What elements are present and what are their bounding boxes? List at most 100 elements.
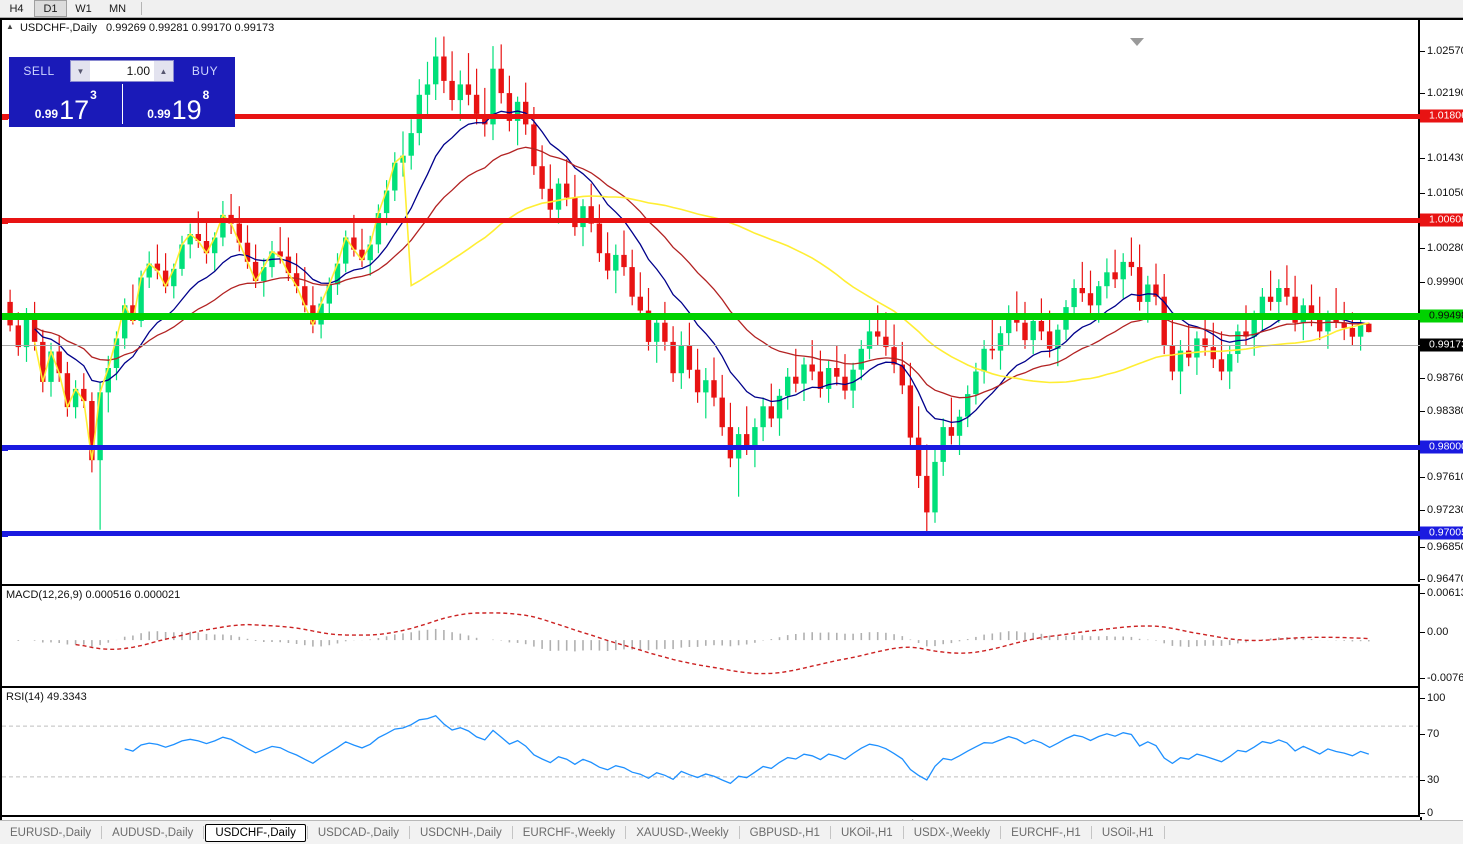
price-axis-label: 0.98760: [1427, 372, 1463, 384]
axis-tick: [1420, 734, 1425, 735]
axis-tick: [1420, 698, 1425, 699]
timeframe-d1[interactable]: D1: [34, 0, 67, 17]
axis-tick: [1420, 193, 1425, 194]
tab-divider: [1163, 826, 1165, 839]
chevron-down-icon[interactable]: ▼: [71, 61, 90, 81]
rsi-label: RSI(14) 49.3343: [6, 691, 90, 703]
chart-header: ▲ USDCHF-,Daily 0.99269 0.99281 0.99170 …: [6, 22, 274, 34]
level-anchor[interactable]: [2, 313, 8, 320]
triangle-up-icon[interactable]: ▲: [6, 22, 14, 31]
toolbar-divider: [141, 2, 142, 15]
tab-divider: [625, 826, 627, 839]
axis-tick: [1420, 477, 1425, 478]
tab-divider: [738, 826, 740, 839]
chart-symbol-label: USDCHF-,Daily: [19, 22, 97, 34]
axis-tick: [1420, 813, 1425, 814]
indicator-axis-label: 0.00613: [1427, 587, 1463, 599]
axis-tag-marker: [1420, 313, 1426, 319]
buy-price-main: 19: [171, 95, 202, 125]
volume-input[interactable]: 1.00: [126, 64, 150, 78]
support-0.99498[interactable]: [2, 313, 1420, 320]
level-anchor[interactable]: [2, 444, 8, 451]
axis-tick: [1420, 632, 1425, 633]
price-axis-label: 1.02190: [1427, 87, 1463, 99]
current-price-tag[interactable]: 0.99173: [1420, 338, 1463, 352]
axis-tick: [1420, 579, 1425, 580]
rsi-pane[interactable]: RSI(14) 49.3343: [2, 688, 1420, 817]
timeframe-mn[interactable]: MN: [108, 2, 127, 15]
chart-tab-usdx-weekly[interactable]: USDX-,Weekly: [913, 826, 991, 839]
chart-tab-usdcad-daily[interactable]: USDCAD-,Daily: [317, 826, 399, 839]
tab-divider: [1000, 826, 1002, 839]
level-anchor[interactable]: [2, 530, 8, 537]
support-0.97005[interactable]: [2, 530, 1420, 537]
sell-label[interactable]: SELL: [23, 64, 55, 78]
macd-pane[interactable]: MACD(12,26,9) 0.000516 0.000021: [2, 584, 1420, 688]
chart-tab-audusd-daily[interactable]: AUDUSD-,Daily: [112, 826, 194, 839]
price-axis-label: 1.00280: [1427, 242, 1463, 254]
level-tag-0.99498[interactable]: 0.99498: [1420, 309, 1463, 323]
tab-divider: [203, 826, 205, 839]
axis-tick: [1420, 510, 1425, 511]
macd-plot: [17, 612, 1370, 675]
price-axis-label: 0.99900: [1427, 276, 1463, 288]
level-tag-1.00606[interactable]: 1.00606: [1420, 213, 1463, 227]
chart-tab-eurusd-daily[interactable]: EURUSD-,Daily: [10, 826, 92, 839]
indicator-axis-label: 70: [1427, 728, 1440, 740]
buy-label[interactable]: BUY: [191, 64, 219, 78]
price-axis-label: 1.01050: [1427, 187, 1463, 199]
price-axis-label: 0.97610: [1427, 471, 1463, 483]
price-axis[interactable]: 1.02570 1.02190 1.01430 1.01050 1.00280 0.999…: [1420, 20, 1463, 824]
tab-divider: [408, 826, 410, 839]
support-0.98000[interactable]: [2, 444, 1420, 451]
triangle-down-icon[interactable]: [1130, 38, 1144, 46]
octp-price-row: 0.99 17 3 0.99 19 8: [10, 84, 234, 124]
sell-price-prefix: 0.99: [34, 107, 59, 121]
level-tag-0.97005[interactable]: 0.97005: [1420, 526, 1463, 540]
chart-tab-usdchf-daily[interactable]: USDCHF-,Daily: [205, 823, 306, 842]
tab-divider: [511, 826, 513, 839]
axis-tick: [1420, 248, 1425, 249]
level-tag-1.01806[interactable]: 1.01806: [1420, 109, 1463, 123]
indicator-axis-label: 0.00: [1427, 626, 1449, 638]
axis-tick: [1420, 282, 1425, 283]
axis-tag-marker: [1420, 217, 1426, 223]
timeframe-w1[interactable]: W1: [75, 2, 92, 15]
chart-tab-eurchf-weekly[interactable]: EURCHF-,Weekly: [522, 826, 616, 839]
rsi-plot: [2, 714, 1418, 785]
chart-tab-bar[interactable]: EURUSD-,Daily AUDUSD-,Daily USDCHF-,Daily U…: [0, 820, 1463, 844]
indicator-axis-label: -0.007612: [1427, 672, 1463, 684]
chart-tab-ukoil-h1[interactable]: UKOil-,H1: [840, 826, 893, 839]
axis-tick: [1420, 378, 1425, 379]
buy-price-prefix: 0.99: [147, 107, 171, 121]
tab-divider: [306, 826, 308, 839]
resistance-1.01806[interactable]: [2, 113, 1420, 120]
axis-tick: [1420, 51, 1425, 52]
sell-button[interactable]: 0.99 17 3: [10, 84, 122, 124]
buy-button[interactable]: 0.99 19 8: [121, 84, 235, 125]
macd-label: MACD(12,26,9) 0.000516 0.000021: [6, 589, 184, 601]
tab-divider: [902, 826, 904, 839]
chart-tab-usdcnh-daily[interactable]: USDCNH-,Daily: [419, 826, 502, 839]
resistance-1.00606[interactable]: [2, 217, 1420, 224]
chevron-up-icon[interactable]: ▲: [154, 61, 173, 81]
axis-tag-marker: [1420, 444, 1426, 450]
volume-stepper[interactable]: ▼ 1.00 ▲: [70, 60, 174, 82]
chart-tab-eurchf-h1[interactable]: EURCHF-,H1: [1011, 826, 1081, 839]
current-price-line[interactable]: [2, 345, 1420, 346]
level-anchor[interactable]: [2, 217, 8, 224]
price-pane[interactable]: [2, 20, 1420, 582]
sell-price-main: 17: [59, 95, 90, 125]
level-anchor[interactable]: [2, 113, 8, 120]
price-axis-label: 0.96470: [1427, 573, 1463, 585]
tab-divider: [829, 826, 831, 839]
chart-window[interactable]: ▲ USDCHF-,Daily 0.99269 0.99281 0.99170 …: [0, 18, 1463, 833]
one-click-trading-panel[interactable]: SELL ▼ 1.00 ▲ BUY 0.99 17 3 0.99 19 8: [10, 58, 234, 126]
chart-tab-xauusd-weekly[interactable]: XAUUSD-,Weekly: [636, 826, 729, 839]
chart-tab-gbpusd-h1[interactable]: GBPUSD-,H1: [749, 826, 820, 839]
timeframe-h4[interactable]: H4: [9, 2, 24, 15]
timeframe-toolbar: H4 D1 W1 MN: [0, 0, 1463, 18]
chart-tab-usoil-h1[interactable]: USOil-,H1: [1101, 826, 1154, 839]
indicator-axis-label: 100: [1427, 692, 1446, 704]
